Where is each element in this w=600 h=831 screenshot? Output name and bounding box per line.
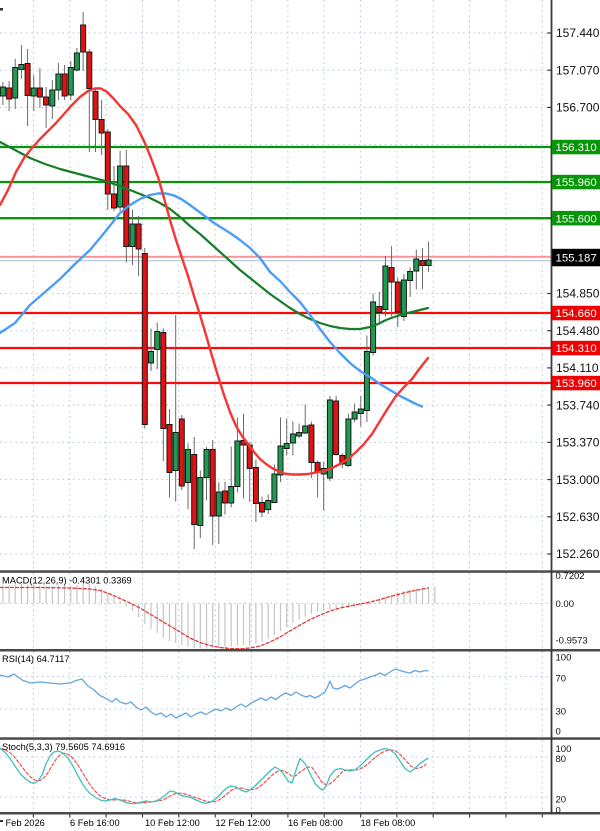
svg-text:153.370: 153.370: [556, 436, 600, 450]
svg-text:154.660: 154.660: [556, 308, 597, 320]
svg-text:154.310: 154.310: [556, 343, 597, 355]
svg-text:-0.9573: -0.9573: [556, 635, 588, 646]
svg-text:157.440: 157.440: [556, 26, 600, 40]
svg-text:0: 0: [556, 726, 561, 737]
svg-text:30: 30: [556, 706, 567, 717]
svg-text:MACD(12,26,9) -0.4301 0.3369: MACD(12,26,9) -0.4301 0.3369: [2, 576, 132, 586]
svg-text:152.630: 152.630: [556, 510, 600, 524]
svg-text:153.960: 153.960: [556, 378, 597, 390]
svg-text:154.850: 154.850: [556, 287, 600, 301]
svg-text:156.700: 156.700: [556, 101, 600, 115]
svg-text:6 Feb 16:00: 6 Feb 16:00: [70, 818, 120, 828]
svg-text:12 Feb 12:00: 12 Feb 12:00: [216, 818, 271, 828]
svg-text:0.7202: 0.7202: [556, 571, 585, 582]
svg-text:155.600: 155.600: [556, 213, 597, 225]
svg-text:157.070: 157.070: [556, 63, 600, 77]
svg-text:152.260: 152.260: [556, 547, 600, 561]
svg-text:100: 100: [556, 744, 572, 755]
svg-text:Stoch(5,3,3) 79.5605 74.6916: Stoch(5,3,3) 79.5605 74.6916: [2, 742, 125, 752]
svg-text:153.740: 153.740: [556, 398, 600, 412]
svg-text:0.00: 0.00: [556, 599, 575, 610]
svg-text:16 Feb 08:00: 16 Feb 08:00: [288, 818, 343, 828]
svg-text:153.000: 153.000: [556, 473, 600, 487]
svg-text:155.187: 155.187: [556, 253, 597, 265]
svg-text:RSI(14) 64.7117: RSI(14) 64.7117: [2, 654, 70, 664]
svg-text:Feb 2026: Feb 2026: [6, 818, 45, 828]
svg-text:0: 0: [556, 805, 561, 816]
svg-text:18 Feb 08:00: 18 Feb 08:00: [361, 818, 416, 828]
svg-text:10 Feb 12:00: 10 Feb 12:00: [145, 818, 200, 828]
svg-text:154.480: 154.480: [556, 324, 600, 338]
svg-text:20: 20: [556, 794, 567, 805]
svg-text:154.110: 154.110: [556, 361, 599, 375]
svg-text:155.960: 155.960: [556, 177, 597, 189]
svg-text:80: 80: [556, 754, 567, 765]
svg-text:156.310: 156.310: [556, 142, 597, 154]
svg-text:100: 100: [556, 652, 572, 663]
svg-text:70: 70: [556, 673, 567, 684]
